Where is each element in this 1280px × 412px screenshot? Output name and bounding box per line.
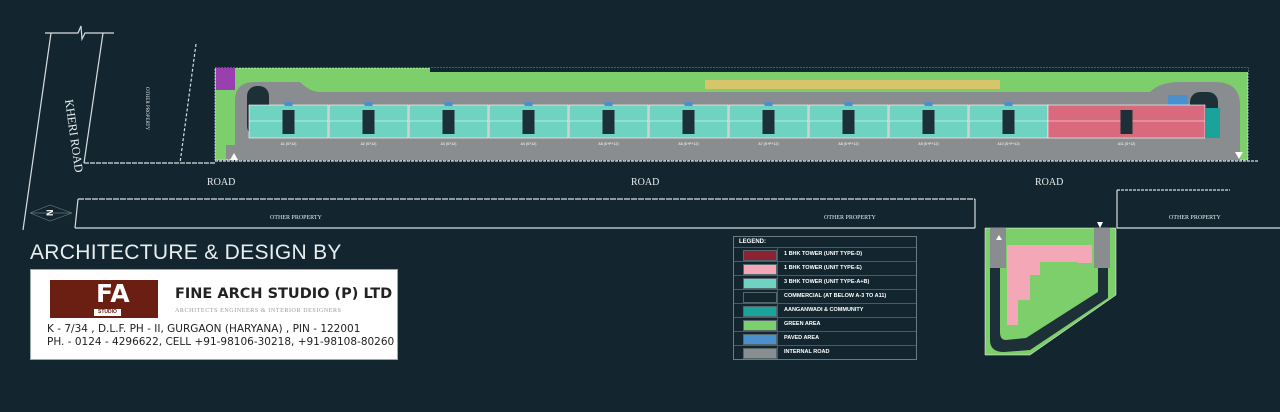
tower-label: A11 (S+12) (1118, 142, 1136, 146)
road-label-2: ROAD (631, 177, 659, 188)
legend-item: 1 BHK TOWER (UNIT TYPE-D) (734, 247, 916, 262)
1bhk-type-e-block (1007, 245, 1078, 325)
logo-sub: STUDIO (94, 309, 121, 316)
firm-name: FINE ARCH STUDIO (P) LTD (175, 286, 393, 302)
legend-label: GREEN AREA (784, 321, 821, 327)
firm-tagline: ARCHITECTS ENGINEERS & INTERIOR DESIGNER… (175, 308, 342, 314)
tower-6: A6 (S+P+12) (648, 102, 729, 146)
tower-label: A8 (S+P+12) (838, 142, 858, 146)
tower-8: A8 (S+P+12) (808, 102, 889, 146)
north-label: N (45, 210, 55, 217)
tower-label: A7 (S+P+12) (758, 142, 778, 146)
purple-block (216, 68, 235, 90)
legend-item: PAVED AREA (734, 331, 916, 346)
legend-swatch (743, 278, 777, 289)
legend-label: AANGANWADI & COMMUNITY (784, 307, 864, 313)
tower-4: A4 (S+12) (488, 102, 569, 146)
tower-5: A5 (S+P+12) (568, 102, 649, 146)
tower-3: A3 (S+12) (408, 102, 489, 146)
firm-logo: FA STUDIO (50, 280, 158, 318)
legend-item: GREEN AREA (734, 317, 916, 332)
tower-label: A9 (S+P+12) (918, 142, 938, 146)
other-property-label-2: OTHER PROPERTY (824, 215, 876, 221)
other-property-vertical-label: OTHER PROPERTY (144, 87, 149, 131)
tower-11: A11 (S+12) (1047, 104, 1206, 146)
tower-label: A6 (S+P+12) (678, 142, 698, 146)
legend-swatch (743, 334, 777, 345)
tower-label: A3 (S+12) (441, 142, 457, 146)
legend: LEGEND: 1 BHK TOWER (UNIT TYPE-D) 1 BHK T… (733, 236, 917, 360)
firm-address: K - 7/34 , D.L.F. PH - II, GURGAON (HARY… (47, 323, 361, 335)
legend-swatch (743, 320, 777, 331)
legend-label: INTERNAL ROAD (784, 349, 830, 355)
legend-item: INTERNAL ROAD (734, 345, 916, 360)
tower-label: A1 (S+12) (281, 142, 297, 146)
firm-contact: K - 7/34 , D.L.F. PH - II, GURGAON (HARY… (47, 323, 394, 349)
tower-1: A1 (S+12) (248, 102, 329, 146)
yellow-strip (705, 80, 1000, 89)
credits-title: ARCHITECTURE & DESIGN BY (30, 241, 342, 264)
legend-item: 1 BHK TOWER (UNIT TYPE-E) (734, 261, 916, 276)
firm-phone: PH. - 0124 - 4296622, CELL +91-98106-302… (47, 336, 395, 348)
road-label-3: ROAD (1035, 177, 1063, 188)
legend-item: 3 BHK TOWER (UNIT TYPE-A+B) (734, 275, 916, 290)
legend-swatch (743, 292, 777, 303)
legend-swatch (743, 348, 777, 359)
aanganwadi-block (1205, 108, 1220, 138)
tower-10: A10 (S+P+12) (968, 102, 1049, 146)
legend-title: LEGEND: (739, 239, 766, 245)
north-arrow: N (29, 204, 73, 222)
legend-swatch (743, 306, 777, 317)
road-label-1: ROAD (207, 177, 235, 188)
legend-item: COMMERCIAL (AT BELOW A-3 TO A11) (734, 289, 916, 304)
tower-label: A2 (S+12) (361, 142, 377, 146)
legend-label: 1 BHK TOWER (UNIT TYPE-E) (784, 265, 862, 271)
main-plot: A1 (S+12) A2 (S+12) A3 (S+12) A4 (S+12) A5 (… (214, 67, 1249, 161)
legend-label: PAVED AREA (784, 335, 820, 341)
legend-swatch (743, 264, 777, 275)
logo-text: FA (96, 279, 130, 308)
tower-label: A4 (S+12) (521, 142, 537, 146)
kheri-road (22, 25, 1280, 231)
kheri-road-label: KHERI ROAD (62, 98, 86, 173)
legend-item: AANGANWADI & COMMUNITY (734, 303, 916, 318)
tower-label: A5 (S+P+12) (598, 142, 618, 146)
tower-9: A9 (S+P+12) (888, 102, 969, 146)
secondary-plot (984, 222, 1117, 356)
tower-label: A10 (S+P+12) (997, 142, 1019, 146)
legend-label: COMMERCIAL (AT BELOW A-3 TO A11) (784, 293, 887, 299)
legend-label: 1 BHK TOWER (UNIT TYPE-D) (784, 251, 863, 257)
tower-2: A2 (S+12) (328, 102, 409, 146)
other-property-label-1: OTHER PROPERTY (270, 215, 322, 221)
other-property-label-3: OTHER PROPERTY (1169, 215, 1221, 221)
firm-card: FA STUDIO FINE ARCH STUDIO (P) LTD ARCHI… (30, 269, 398, 360)
legend-label: 3 BHK TOWER (UNIT TYPE-A+B) (784, 279, 870, 285)
legend-swatch (743, 250, 777, 261)
tower-7: A7 (S+P+12) (728, 102, 809, 146)
